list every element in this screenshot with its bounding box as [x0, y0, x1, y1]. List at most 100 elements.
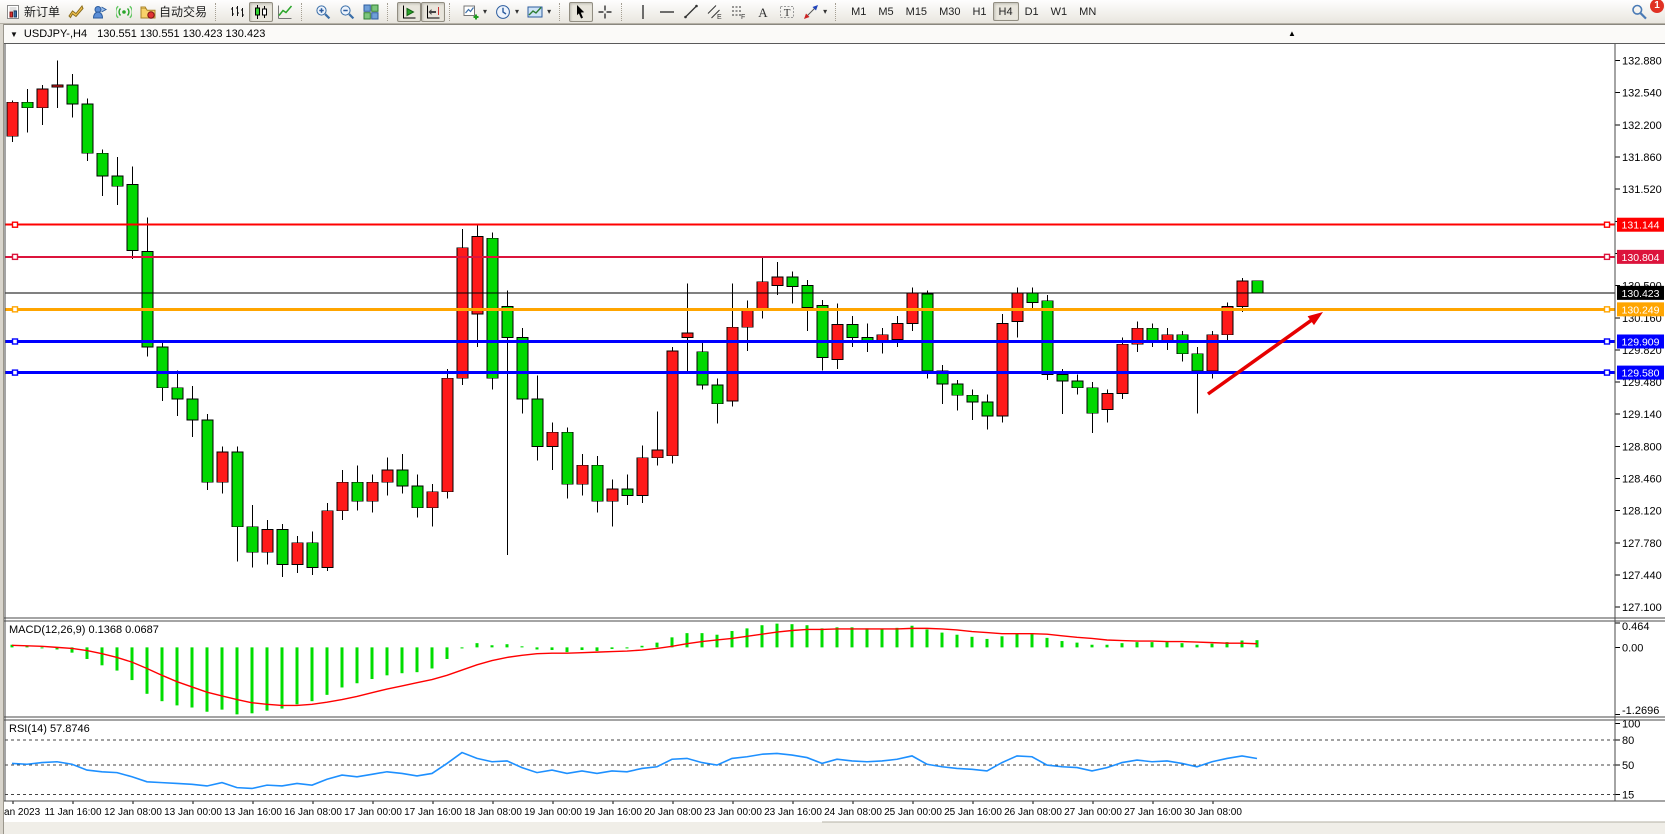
- text-button[interactable]: A: [751, 2, 775, 22]
- zoom-out-button[interactable]: [335, 2, 359, 22]
- zoom-in-button[interactable]: [311, 2, 335, 22]
- notification-badge: 1: [1650, 0, 1664, 13]
- macd-histogram-bar: [310, 647, 314, 702]
- chart-menu-dropdown-icon[interactable]: ▼: [10, 29, 18, 39]
- arrows-button[interactable]: ▾: [799, 2, 831, 22]
- bearish-candle: [126, 184, 139, 252]
- bullish-candle: [36, 88, 49, 109]
- macd-histogram-bar: [160, 647, 164, 702]
- line-handle[interactable]: [1603, 369, 1611, 376]
- bullish-candle: [1206, 334, 1219, 372]
- rsi-pane[interactable]: RSI(14) 57.8746 100 80 50 15: [5, 718, 1640, 801]
- time-tick-label: 20 Jan 08:00: [644, 807, 702, 818]
- macd-histogram-bar: [250, 647, 254, 714]
- bullish-candle: [1221, 306, 1234, 336]
- gold-chart-button[interactable]: [64, 2, 88, 22]
- candlestick-icon: [253, 4, 269, 20]
- timeframe-m1-button[interactable]: M1: [851, 5, 867, 18]
- timeframe-m5-button[interactable]: M5: [878, 5, 894, 18]
- line-handle[interactable]: [11, 253, 19, 261]
- macd-histogram-bar: [685, 633, 689, 648]
- cursor-button[interactable]: [569, 1, 594, 22]
- chart-canvas[interactable]: 132.880 132.540 132.200 131.860 131.520 131.1…: [0, 44, 1665, 834]
- market-watch-button[interactable]: [88, 2, 112, 22]
- search-button[interactable]: [1627, 2, 1651, 22]
- bearish-candle: [1191, 353, 1204, 372]
- toolbar-separator: [301, 2, 308, 21]
- new-order-button[interactable]: 新订单: [1, 2, 64, 22]
- candlestick-button[interactable]: [249, 1, 274, 22]
- horizontal-line-130.804[interactable]: [5, 253, 1615, 261]
- line-handle[interactable]: [1603, 221, 1611, 228]
- line-chart-button[interactable]: [273, 2, 297, 22]
- bullish-candle: [681, 332, 694, 339]
- bearish-candle: [801, 285, 814, 308]
- line-handle[interactable]: [1603, 338, 1611, 345]
- macd-histogram-bar: [190, 647, 194, 708]
- crosshair-button[interactable]: [593, 2, 617, 22]
- timeframe-h1-button[interactable]: H1: [972, 5, 987, 18]
- macd-label: MACD(12,26,9) 0.1368 0.0687: [9, 624, 159, 636]
- chart-symbol-period: USDJPY-,H4: [23, 28, 88, 40]
- macd-histogram-bar: [640, 645, 644, 648]
- profiles-button[interactable]: ▾: [523, 2, 555, 22]
- channel-button[interactable]: E: [703, 2, 727, 22]
- time-tick-label: 24 Jan 08:00: [824, 807, 882, 818]
- bullish-candle: [1011, 292, 1024, 322]
- tile-windows-button[interactable]: [359, 2, 383, 22]
- text-label-button[interactable]: T: [775, 2, 799, 22]
- svg-text:E: E: [717, 14, 722, 20]
- bullish-candle: [471, 236, 484, 315]
- fibonacci-button[interactable]: F: [727, 2, 751, 22]
- line-handle[interactable]: [1603, 306, 1611, 313]
- hline-button[interactable]: [655, 2, 679, 22]
- line-handle[interactable]: [1603, 253, 1611, 261]
- bearish-candle: [786, 276, 799, 287]
- channel-icon: E: [707, 4, 723, 20]
- timeframe-m30-button[interactable]: M30: [939, 5, 961, 18]
- bearish-candle: [966, 394, 979, 403]
- macd-pane[interactable]: MACD(12,26,9) 0.1368 0.0687 0.464 0.00 -1.2…: [9, 621, 1659, 717]
- period-button[interactable]: ▾: [491, 2, 523, 22]
- line-handle[interactable]: [11, 369, 19, 376]
- bullish-candle: [456, 247, 469, 379]
- timeframe-h4-button[interactable]: H4: [992, 2, 1019, 21]
- timeframe-m15-button[interactable]: M15: [905, 5, 928, 18]
- macd-histogram-bar: [1045, 637, 1049, 648]
- main-chart-pane[interactable]: [5, 60, 1615, 577]
- macd-axis-label: -1.2696: [1622, 705, 1659, 717]
- trend-arrow-annotation[interactable]: [1206, 312, 1323, 396]
- macd-histogram-bar: [745, 628, 749, 648]
- auto-scroll-button[interactable]: [397, 1, 422, 22]
- signal-button[interactable]: [112, 2, 136, 22]
- horizontal-line-129.580[interactable]: [5, 369, 1615, 376]
- bar-chart-button[interactable]: [225, 2, 249, 22]
- time-tick-label: 11 Jan 16:00: [44, 807, 102, 818]
- horizontal-line-129.909[interactable]: [5, 338, 1615, 345]
- macd-histogram-bar: [145, 647, 149, 694]
- vline-button[interactable]: [631, 2, 655, 22]
- new-chart-button[interactable]: ▾: [459, 2, 491, 22]
- macd-histogram-bar: [535, 647, 539, 650]
- chart-shift-button[interactable]: [421, 1, 446, 22]
- line-handle[interactable]: [11, 221, 19, 228]
- line-handle[interactable]: [11, 338, 19, 345]
- search-icon: [1631, 4, 1647, 20]
- trendline-button[interactable]: [679, 2, 703, 22]
- svg-text:T: T: [784, 7, 791, 19]
- horizontal-line-130.249[interactable]: [5, 306, 1615, 313]
- auto-trading-button[interactable]: 自动交易: [136, 2, 211, 22]
- line-handle[interactable]: [11, 306, 19, 313]
- horizontal-line-131.144[interactable]: [5, 221, 1615, 228]
- timeframe-mn-button[interactable]: MN: [1079, 5, 1097, 18]
- bullish-candle: [366, 481, 379, 502]
- macd-histogram-bar: [655, 642, 659, 648]
- timeframe-d1-button[interactable]: D1: [1024, 5, 1039, 18]
- bearish-candle: [621, 488, 634, 496]
- bullish-candle: [1101, 393, 1114, 410]
- price-axis[interactable]: 132.880 132.540 132.200 131.860 131.520 131.1…: [1615, 56, 1664, 615]
- bearish-candle: [561, 431, 574, 485]
- timeframe-w1-button[interactable]: W1: [1050, 5, 1068, 18]
- macd-histogram-bar: [730, 631, 734, 648]
